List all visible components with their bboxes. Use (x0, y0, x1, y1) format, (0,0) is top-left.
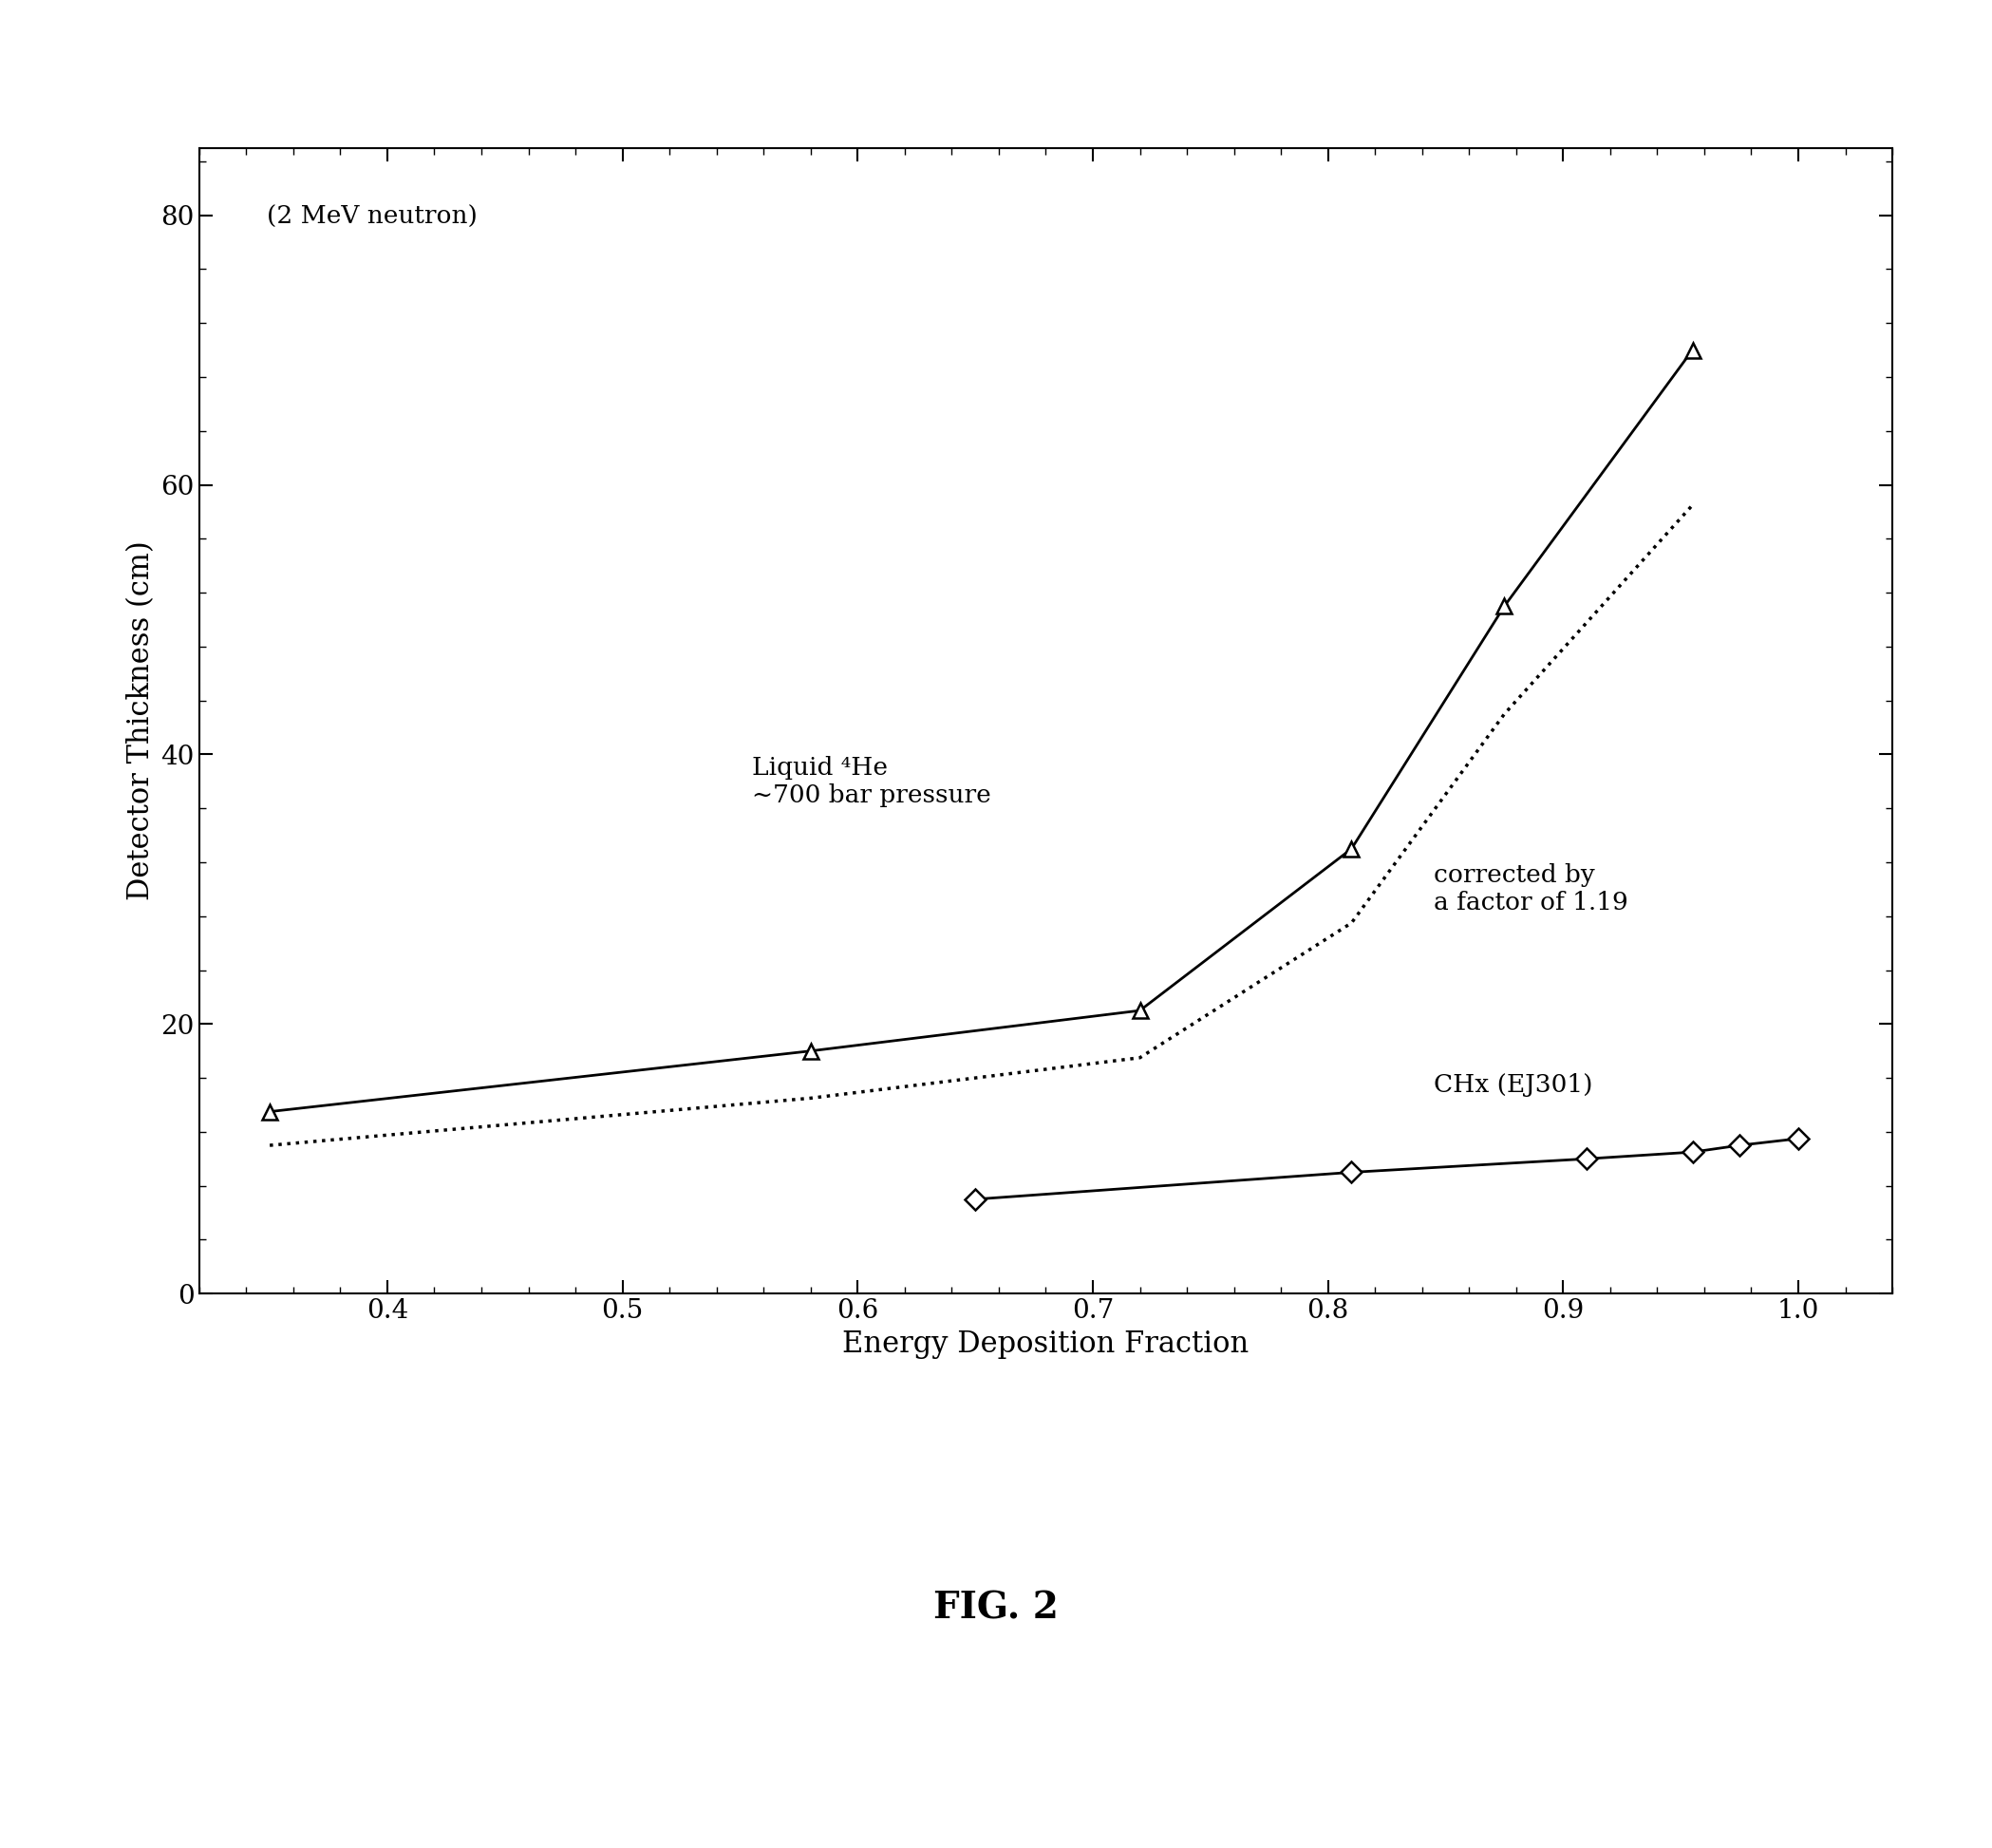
Text: corrected by
a factor of 1.19: corrected by a factor of 1.19 (1434, 863, 1627, 915)
X-axis label: Energy Deposition Fraction: Energy Deposition Fraction (843, 1329, 1249, 1358)
Text: Liquid ⁴He
~700 bar pressure: Liquid ⁴He ~700 bar pressure (751, 756, 990, 808)
Y-axis label: Detector Thickness (cm): Detector Thickness (cm) (125, 541, 155, 900)
Text: CHx (EJ301): CHx (EJ301) (1434, 1074, 1594, 1096)
Text: FIG. 2: FIG. 2 (934, 1589, 1058, 1626)
Text: (2 MeV neutron): (2 MeV neutron) (267, 205, 478, 229)
